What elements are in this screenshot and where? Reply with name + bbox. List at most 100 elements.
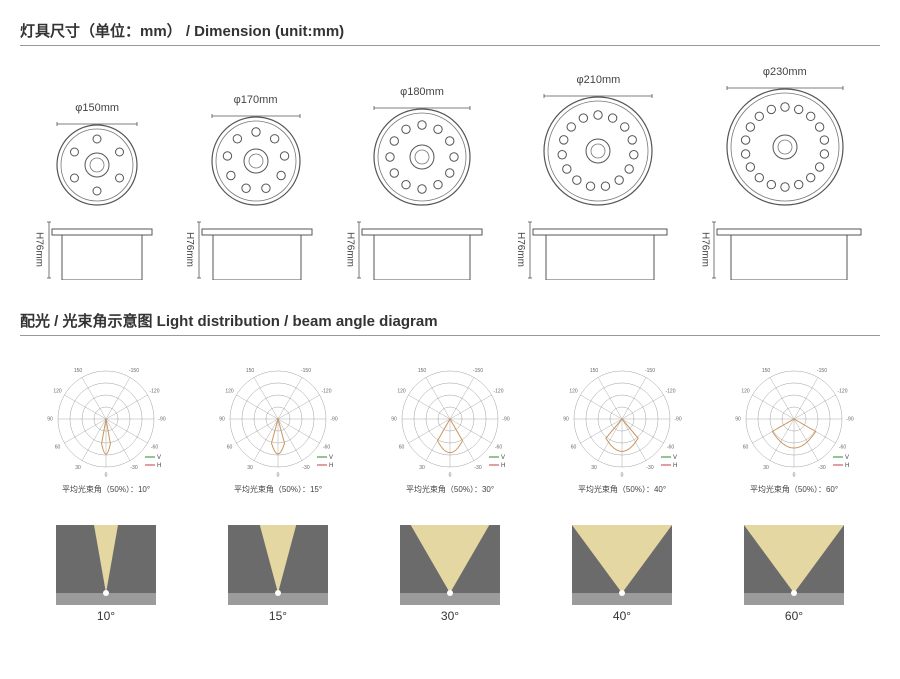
svg-text:-120: -120 xyxy=(321,388,331,394)
svg-text:-60: -60 xyxy=(667,444,674,450)
fixture-side-3: H76mm xyxy=(515,220,672,280)
polar-row: -150 -120 -90 -60 -30 0 30 60 90 120 150 V H 平均光束角… xyxy=(20,356,880,495)
svg-text:60: 60 xyxy=(571,444,577,450)
svg-text:0: 0 xyxy=(105,472,108,478)
polar-4: -150-120-90-60-300306090120150 V H 平均光束角… xyxy=(731,356,857,495)
svg-text:90: 90 xyxy=(735,416,741,422)
fixture-top-3: φ210mm xyxy=(539,74,657,210)
fixture-top-svg xyxy=(539,92,657,210)
svg-text:-120: -120 xyxy=(149,388,159,394)
beam-1: 15° xyxy=(228,525,328,623)
svg-text:V: V xyxy=(157,455,161,461)
beam-svg xyxy=(400,525,500,605)
svg-text:90: 90 xyxy=(391,416,397,422)
beam-label: 60° xyxy=(785,609,803,623)
svg-text:150: 150 xyxy=(418,368,427,374)
svg-text:-30: -30 xyxy=(646,465,653,471)
beam-svg xyxy=(228,525,328,605)
beam-svg xyxy=(572,525,672,605)
svg-text:120: 120 xyxy=(741,388,750,394)
beam-svg xyxy=(744,525,844,605)
polar-svg: -150-120-90-60-300306090120150 V H xyxy=(731,356,857,482)
height-label: H76mm xyxy=(699,232,710,267)
svg-text:30: 30 xyxy=(591,465,597,471)
beam-label: 15° xyxy=(269,609,287,623)
fixture-dia-label: φ210mm xyxy=(576,74,620,86)
fixture-side-0: H76mm xyxy=(34,220,157,280)
svg-text:0: 0 xyxy=(621,472,624,478)
polar-svg: -150-120-90-60-300306090120150 V H xyxy=(43,356,169,482)
svg-text:30: 30 xyxy=(247,465,253,471)
svg-text:120: 120 xyxy=(569,388,578,394)
fixture-side-svg xyxy=(197,220,317,280)
polar-0: -150-120-90-60-300306090120150 V H 平均光束角… xyxy=(43,356,169,495)
svg-text:-90: -90 xyxy=(158,416,165,422)
fixture-side-svg xyxy=(357,220,487,280)
fixture-side-2: H76mm xyxy=(344,220,487,280)
svg-text:H: H xyxy=(157,463,161,469)
fixture-side-svg xyxy=(47,220,157,280)
fixture-side-svg xyxy=(712,220,866,280)
beam-3: 40° xyxy=(572,525,672,623)
beam-4: 60° xyxy=(744,525,844,623)
polar-1: -150-120-90-60-300306090120150 V H 平均光束角… xyxy=(215,356,341,495)
fixture-dia-label: φ150mm xyxy=(75,102,119,114)
svg-text:-150: -150 xyxy=(301,368,311,374)
svg-text:150: 150 xyxy=(74,368,83,374)
svg-text:150: 150 xyxy=(246,368,255,374)
fixture-top-2: φ180mm xyxy=(369,86,475,210)
svg-text:-150: -150 xyxy=(129,368,139,374)
polar-svg: -150-120-90-60-300306090120150 V H xyxy=(215,356,341,482)
svg-text:30: 30 xyxy=(419,465,425,471)
polar-svg: -150-120-90-60-300306090120150 V H xyxy=(559,356,685,482)
fixture-side-svg xyxy=(528,220,672,280)
svg-text:-60: -60 xyxy=(151,444,158,450)
svg-text:-120: -120 xyxy=(837,388,847,394)
svg-text:90: 90 xyxy=(563,416,569,422)
beam-label: 30° xyxy=(441,609,459,623)
beam-label: 40° xyxy=(613,609,631,623)
polar-caption: 平均光束角（50%）：10° xyxy=(62,484,150,495)
fixture-top-4: φ230mm xyxy=(722,66,848,210)
fixture-side-1: H76mm xyxy=(184,220,317,280)
fixture-top-svg xyxy=(369,104,475,210)
svg-text:30: 30 xyxy=(763,465,769,471)
fixture-dia-label: φ180mm xyxy=(400,86,444,98)
polar-caption: 平均光束角（50%）：15° xyxy=(234,484,322,495)
beam-row: 10° 15° 30° xyxy=(20,525,880,623)
svg-text:-60: -60 xyxy=(839,444,846,450)
svg-text:-30: -30 xyxy=(302,465,309,471)
polar-caption: 平均光束角（50%）：40° xyxy=(578,484,666,495)
svg-text:-90: -90 xyxy=(846,416,853,422)
svg-text:V: V xyxy=(673,455,677,461)
svg-text:-90: -90 xyxy=(502,416,509,422)
svg-text:60: 60 xyxy=(399,444,405,450)
svg-text:V: V xyxy=(329,455,333,461)
svg-text:60: 60 xyxy=(227,444,233,450)
svg-text:-60: -60 xyxy=(323,444,330,450)
beam-svg xyxy=(56,525,156,605)
svg-text:H: H xyxy=(501,463,505,469)
svg-text:150: 150 xyxy=(762,368,771,374)
svg-text:H: H xyxy=(845,463,849,469)
section2-title: 配光 / 光束角示意图 Light distribution / beam an… xyxy=(20,310,880,336)
svg-text:120: 120 xyxy=(53,388,62,394)
section1-title: 灯具尺寸（单位：mm） / Dimension (unit:mm) xyxy=(20,20,880,46)
svg-text:0: 0 xyxy=(449,472,452,478)
side-view-row: H76mm H76mm H76mm xyxy=(20,220,880,280)
polar-caption: 平均光束角（50%）：60° xyxy=(750,484,838,495)
height-label: H76mm xyxy=(344,232,355,267)
svg-text:150: 150 xyxy=(590,368,599,374)
beam-label: 10° xyxy=(97,609,115,623)
svg-text:-90: -90 xyxy=(330,416,337,422)
svg-text:-30: -30 xyxy=(818,465,825,471)
svg-text:-30: -30 xyxy=(130,465,137,471)
svg-text:120: 120 xyxy=(225,388,234,394)
svg-text:-150: -150 xyxy=(817,368,827,374)
fixture-top-1: φ170mm xyxy=(207,94,305,210)
svg-text:-120: -120 xyxy=(665,388,675,394)
polar-3: -150-120-90-60-300306090120150 V H 平均光束角… xyxy=(559,356,685,495)
svg-text:-60: -60 xyxy=(495,444,502,450)
svg-text:0: 0 xyxy=(793,472,796,478)
svg-text:60: 60 xyxy=(55,444,61,450)
